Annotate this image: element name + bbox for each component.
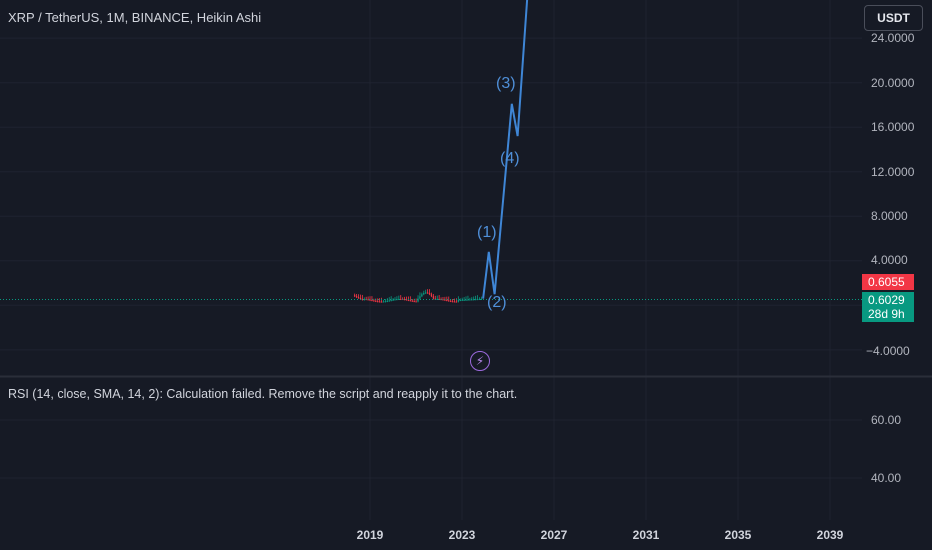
candle-body (421, 294, 423, 297)
candle-body (377, 301, 379, 303)
wave-label-4: (4) (500, 150, 520, 167)
wave-label-2: (2) (487, 294, 507, 311)
candle-body (455, 301, 458, 303)
candle-body (469, 299, 471, 301)
time-tick-label: 2027 (540, 528, 568, 542)
candle-body (480, 298, 483, 300)
candle-body (457, 300, 460, 302)
candle-body (388, 300, 390, 302)
candle-body (413, 301, 415, 303)
rsi-tick-label: 60.00 (871, 413, 902, 427)
candle-body (419, 296, 421, 299)
rsi-error-message: RSI (14, close, SMA, 14, 2): Calculation… (8, 387, 518, 401)
candle-body (430, 294, 433, 297)
candle-body (446, 299, 448, 301)
candle-body (459, 300, 461, 302)
candle-body (353, 295, 356, 297)
candle-body (465, 299, 467, 301)
price-tick-label: 8.0000 (871, 209, 908, 223)
candle-body (375, 300, 377, 302)
candle-body (444, 299, 446, 301)
candle-body (400, 298, 402, 300)
currency-button[interactable]: USDT (864, 5, 923, 31)
candle-body (357, 297, 360, 299)
candle-body (390, 300, 392, 302)
candlesticks (353, 289, 483, 303)
candle-body (473, 299, 475, 301)
wave-label-3: (3) (496, 75, 516, 92)
current-price-tag: 0.6029 28d 9h (862, 292, 914, 322)
elliott-wave-line[interactable] (482, 0, 529, 299)
candle-body (405, 299, 408, 301)
bar-countdown: 28d 9h (868, 307, 905, 321)
candle-body (453, 301, 456, 303)
last-price-tag: 0.6055 (862, 274, 914, 290)
price-tick-label: 24.0000 (871, 31, 915, 45)
candle-body (436, 298, 438, 300)
candle-body (474, 299, 477, 301)
wave-label-1: (1) (477, 224, 497, 241)
current-price-value: 0.6029 (868, 293, 905, 307)
time-tick-label: 2031 (632, 528, 660, 542)
candle-body (425, 292, 427, 294)
candle-body (386, 300, 389, 302)
candle-body (378, 301, 381, 303)
grid-lines (0, 0, 862, 520)
time-tick-label: 2035 (724, 528, 752, 542)
candle-body (384, 301, 387, 303)
time-tick-label: 2023 (448, 528, 476, 542)
time-tick-label: 2019 (356, 528, 384, 542)
candle-body (369, 299, 371, 301)
candle-body (478, 298, 481, 300)
price-tick-label: 4.0000 (871, 253, 908, 267)
price-tick-label: 16.0000 (871, 120, 915, 134)
candle-body (451, 301, 454, 303)
candle-body (415, 301, 417, 303)
candle-body (449, 300, 452, 302)
candle-body (398, 298, 400, 300)
price-tick-label: 20.0000 (871, 76, 915, 90)
candle-body (442, 299, 444, 301)
candle-body (409, 300, 412, 302)
time-tick-label: 2039 (816, 528, 844, 542)
candle-body (380, 301, 383, 303)
chart-title: XRP / TetherUS, 1M, BINANCE, Heikin Ashi (8, 10, 262, 25)
candle-body (432, 296, 435, 299)
candle-body (363, 299, 365, 301)
candle-body (392, 299, 394, 301)
candle-body (461, 299, 463, 301)
candle-body (417, 298, 419, 302)
candle-body (426, 292, 429, 294)
candle-body (371, 299, 373, 301)
candle-body (361, 298, 364, 300)
candle-body (367, 299, 369, 301)
candle-body (359, 297, 362, 299)
price-tick-label: 12.0000 (871, 165, 915, 179)
lightning-icon[interactable]: ⚡︎ (470, 351, 490, 371)
candle-body (438, 298, 440, 300)
candle-body (448, 300, 450, 302)
candle-body (355, 296, 358, 298)
candle-body (411, 300, 413, 302)
rsi-tick-label: 40.00 (871, 471, 902, 485)
candle-body (373, 300, 375, 302)
candle-body (382, 301, 385, 303)
candle-body (423, 292, 425, 295)
candle-body (403, 299, 406, 301)
candle-body (428, 292, 431, 295)
candle-body (463, 299, 465, 301)
candle-body (394, 299, 396, 301)
price-tick-label: −4.0000 (866, 344, 910, 358)
candle-body (467, 299, 469, 301)
candle-body (407, 299, 410, 301)
